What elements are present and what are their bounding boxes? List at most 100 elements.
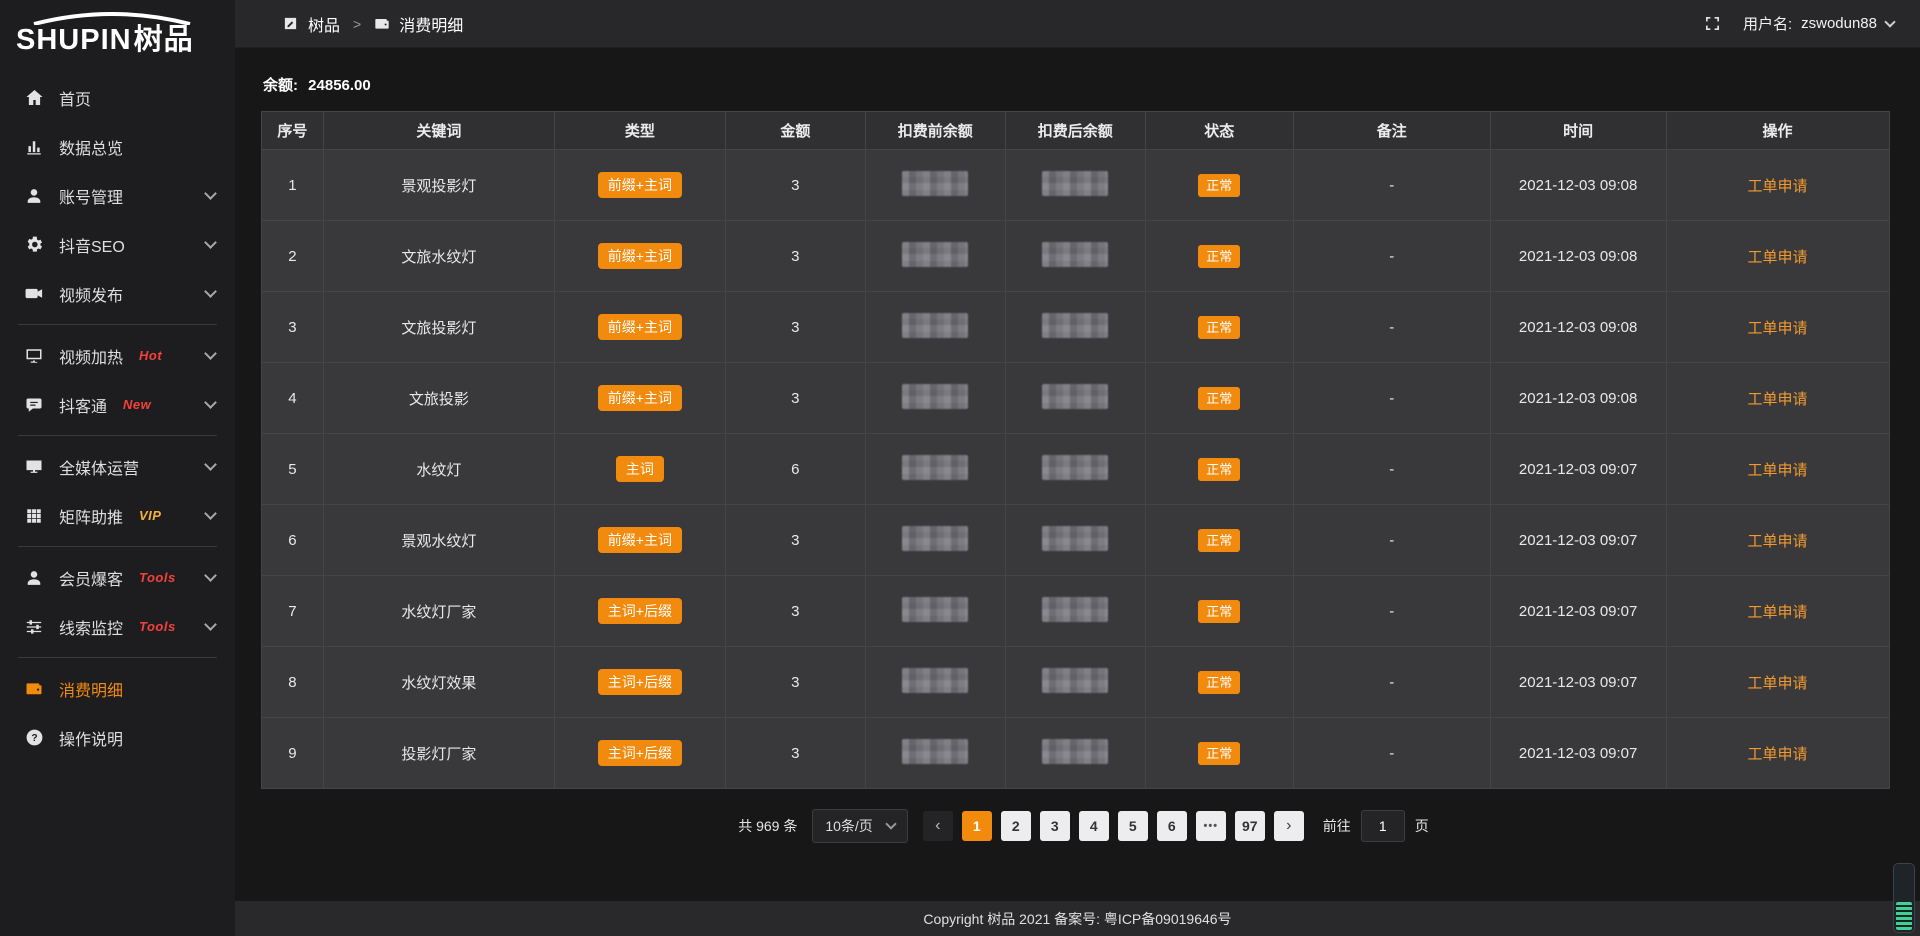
goto-page-input[interactable]: 1 — [1360, 810, 1405, 842]
sidebar-item-media-operation[interactable]: 全媒体运营 — [0, 442, 235, 491]
cell-amount: 6 — [724, 433, 866, 505]
consume-table: 序号 关键词 类型 金额 扣费前余额 扣费后余额 状态 备注 时间 操作 1 景观投影灯 前缀+主词 3… — [261, 111, 1890, 789]
sidebar-item-tag: New — [123, 397, 152, 413]
page-button-2[interactable]: 2 — [1000, 811, 1031, 841]
cell-time: 2021-12-03 09:07 — [1489, 717, 1667, 789]
goto-unit: 页 — [1414, 818, 1429, 834]
cell-post-balance — [1004, 433, 1146, 505]
cell-amount: 3 — [724, 362, 866, 434]
page-button-1[interactable]: 1 — [961, 811, 992, 841]
sidebar-item-label: 消费明细 — [59, 682, 124, 700]
page-button-6[interactable]: 6 — [1156, 811, 1187, 841]
balance-value: 24856.00 — [308, 77, 371, 94]
cell-post-balance — [1004, 220, 1146, 292]
cell-post-balance — [1004, 575, 1146, 647]
cell-time: 2021-12-03 09:08 — [1489, 362, 1667, 434]
sidebar-item-label: 操作说明 — [59, 731, 124, 749]
floating-widget[interactable] — [1893, 863, 1915, 933]
ticket-request-link[interactable]: 工单申请 — [1747, 461, 1808, 479]
sidebar-item-consume-detail[interactable]: 消费明细 — [0, 664, 235, 713]
status-badge: 正常 — [1198, 741, 1241, 765]
cell-remark: - — [1292, 149, 1491, 221]
cell-post-balance — [1004, 291, 1146, 363]
cell-index: 4 — [261, 362, 324, 434]
cell-amount: 3 — [724, 149, 866, 221]
goto-page: 前往 1 页 — [1323, 810, 1429, 842]
ticket-request-link[interactable]: 工单申请 — [1747, 390, 1808, 408]
cell-action: 工单申请 — [1665, 575, 1890, 647]
ticket-request-link[interactable]: 工单申请 — [1747, 745, 1808, 763]
sidebar-item-account[interactable]: 账号管理 — [0, 171, 235, 220]
sidebar-item-label: 全媒体运营 — [59, 460, 140, 478]
cell-index: 5 — [261, 433, 324, 505]
cell-keyword: 水纹灯厂家 — [322, 575, 555, 647]
type-badge: 前缀+主词 — [597, 527, 682, 553]
cell-pre-balance — [864, 717, 1006, 789]
ticket-request-link[interactable]: 工单申请 — [1747, 248, 1808, 266]
cell-action: 工单申请 — [1665, 504, 1890, 576]
user-menu[interactable]: 用户名: zswodun88 — [1743, 13, 1896, 34]
masked-value — [1042, 454, 1109, 480]
chevron-down-icon — [204, 236, 217, 250]
sidebar-item-douyin-seo[interactable]: 抖音SEO — [0, 220, 235, 269]
sidebar-item-tag: Tools — [139, 570, 176, 586]
goto-label: 前往 — [1322, 818, 1351, 834]
page-button-5[interactable]: 5 — [1117, 811, 1148, 841]
sidebar-item-data-overview[interactable]: 数据总览 — [0, 122, 235, 171]
prev-page-button[interactable]: ‹ — [922, 811, 953, 841]
sidebar-item-douketong[interactable]: 抖客通 New — [0, 380, 235, 429]
page-button-3[interactable]: 3 — [1039, 811, 1070, 841]
table-body: 1 景观投影灯 前缀+主词 3 正常 -2021-12-03 09:08 工单申请 2 文旅水纹… — [261, 149, 1890, 789]
sidebar-menu: 首页 数据总览 账号管理 抖音SEO 视频发布视频加热 Hot 抖客通 New 全媒体运营矩阵助… — [0, 73, 235, 936]
cell-time: 2021-12-03 09:07 — [1489, 504, 1667, 576]
cell-post-balance — [1004, 149, 1146, 221]
table-row: 8 水纹灯效果 主词+后缀 3 正常 -2021-12-03 09:07 工单申请 — [261, 646, 1890, 718]
page-button-4[interactable]: 4 — [1078, 811, 1109, 841]
cell-type: 主词+后缀 — [553, 646, 726, 718]
gear-icon — [24, 235, 44, 255]
chevron-down-icon — [204, 285, 217, 299]
column-header: 备注 — [1292, 111, 1491, 150]
cell-type: 前缀+主词 — [553, 220, 726, 292]
breadcrumb-page[interactable]: 消费明细 — [399, 17, 464, 35]
sidebar-item-help[interactable]: ? 操作说明 — [0, 713, 235, 762]
masked-value — [1042, 312, 1109, 338]
column-header: 序号 — [261, 111, 324, 150]
ticket-request-link[interactable]: 工单申请 — [1747, 532, 1808, 550]
type-badge: 前缀+主词 — [597, 314, 682, 340]
ticket-request-link[interactable]: 工单申请 — [1747, 319, 1808, 337]
page-button-97[interactable]: 97 — [1234, 811, 1265, 841]
cell-pre-balance — [864, 362, 1006, 434]
cell-type: 前缀+主词 — [553, 504, 726, 576]
sidebar-item-home[interactable]: 首页 — [0, 73, 235, 122]
cell-amount: 3 — [724, 504, 866, 576]
page-size-select[interactable]: 10条/页 — [812, 809, 908, 843]
sidebar-item-label: 视频发布 — [59, 287, 124, 305]
ticket-request-link[interactable]: 工单申请 — [1747, 603, 1808, 621]
cell-pre-balance — [864, 646, 1006, 718]
table-row: 5 水纹灯 主词 6 正常 -2021-12-03 09:07 工单申请 — [261, 433, 1890, 505]
cell-index: 6 — [261, 504, 324, 576]
status-badge: 正常 — [1198, 457, 1241, 481]
sidebar-item-matrix-boost[interactable]: 矩阵助推 VIP — [0, 491, 235, 540]
chat-icon — [24, 395, 44, 415]
cell-post-balance — [1004, 717, 1146, 789]
cell-amount: 3 — [724, 291, 866, 363]
page-ellipsis-button[interactable]: ••• — [1195, 811, 1226, 841]
fullscreen-icon[interactable] — [1704, 15, 1721, 32]
cell-keyword: 文旅投影 — [322, 362, 555, 434]
ticket-request-link[interactable]: 工单申请 — [1747, 177, 1808, 195]
sidebar-item-clue-monitor[interactable]: 线索监控 Tools — [0, 602, 235, 651]
sidebar-item-member-baoke[interactable]: 会员爆客 Tools — [0, 553, 235, 602]
next-page-button[interactable]: › — [1273, 811, 1304, 841]
cell-pre-balance — [864, 291, 1006, 363]
sidebar-divider — [18, 546, 217, 548]
sidebar-item-video-publish[interactable]: 视频发布 — [0, 269, 235, 318]
cell-post-balance — [1004, 504, 1146, 576]
breadcrumb-app[interactable]: 树品 — [308, 17, 341, 35]
masked-value — [902, 738, 969, 764]
ticket-request-link[interactable]: 工单申请 — [1747, 674, 1808, 692]
table-row: 9 投影灯厂家 主词+后缀 3 正常 -2021-12-03 09:07 工单申请 — [261, 717, 1890, 789]
user-icon — [24, 186, 44, 206]
sidebar-item-video-heat[interactable]: 视频加热 Hot — [0, 331, 235, 380]
